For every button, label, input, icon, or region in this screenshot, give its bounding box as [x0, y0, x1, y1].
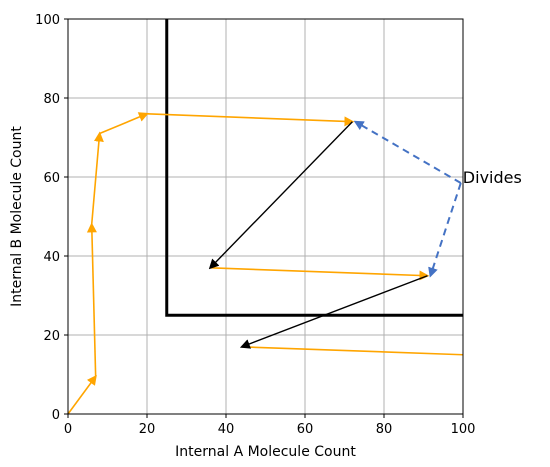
x-tick-label: 20	[139, 422, 156, 437]
annotation-label: Divides	[463, 168, 522, 187]
x-tick-label: 60	[297, 422, 314, 437]
trajectory-segment	[146, 113, 355, 127]
trajectory-segment	[99, 112, 149, 135]
x-tick-label: 80	[376, 422, 393, 437]
y-tick-label: 100	[35, 13, 60, 28]
x-tick-label: 100	[451, 422, 476, 437]
plot-frame	[67, 18, 464, 415]
annotation-arrow	[353, 120, 462, 184]
trajectory-segment	[210, 267, 430, 281]
division-arrow	[239, 275, 428, 349]
y-axis-label: Internal B Molecule Count	[9, 126, 25, 307]
division-arrow	[208, 121, 353, 270]
y-tick-label: 0	[52, 408, 60, 423]
plot-content	[67, 19, 464, 415]
threshold-boundary	[165, 19, 463, 317]
y-tick-label: 60	[43, 171, 60, 186]
y-tick-label: 20	[43, 329, 60, 344]
trajectory-segment	[241, 346, 464, 356]
trajectory-segment	[90, 131, 104, 225]
y-tick-label: 80	[43, 92, 60, 107]
annotation-arrow	[428, 182, 462, 278]
annotations: Divides	[353, 120, 522, 278]
trajectory-segment	[67, 374, 97, 415]
axis-ticks: 0 20 40 60 80 100 0 20 40 60 80 100	[35, 13, 475, 437]
x-tick-label: 40	[218, 422, 235, 437]
trajectory-segment	[86, 222, 97, 377]
x-axis-label: Internal A Molecule Count	[175, 444, 356, 460]
y-tick-label: 40	[43, 250, 60, 265]
x-tick-label: 0	[64, 422, 72, 437]
grid	[67, 18, 464, 415]
